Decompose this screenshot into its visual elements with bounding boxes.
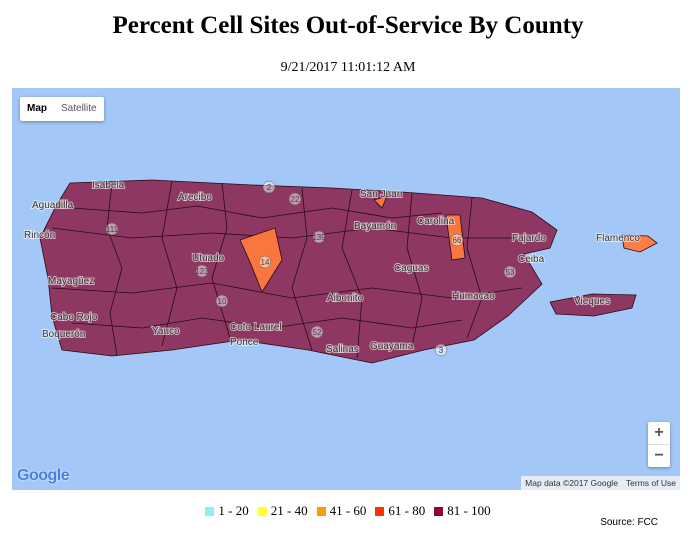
place-label: Vieques: [574, 296, 610, 307]
vieques: [549, 293, 637, 317]
county-lines: [466, 197, 483, 339]
road-shield: [450, 233, 464, 247]
road-shield: [262, 180, 276, 194]
place-label: Isabela: [92, 180, 125, 191]
road-number: 3: [439, 346, 444, 355]
road-number: 22: [291, 195, 300, 204]
road-number: 52: [313, 328, 322, 337]
legend-item: 41 - 60: [316, 503, 367, 519]
legend-swatch: [205, 506, 215, 516]
legend: 1 - 20 21 - 40 41 - 60 61 - 80 81 - 100: [0, 503, 696, 519]
terms-link[interactable]: Terms of Use: [625, 478, 676, 488]
road-number: 111: [106, 225, 119, 234]
legend-item: 21 - 40: [257, 503, 308, 519]
map[interactable]: Isabela Aguadilla Rincón Mayagüez Cabo Rojo B…: [12, 88, 680, 490]
place-label: Caguas: [394, 263, 428, 274]
road-shield: [434, 343, 448, 357]
zoom-control: + −: [648, 422, 670, 467]
legend-label: 1 - 20: [218, 503, 249, 518]
attribution: Map data ©2017 Google Terms of Use: [521, 476, 680, 490]
county-lines: [51, 282, 523, 299]
map-type-control: Map Satellite: [20, 97, 104, 121]
legend-label: 81 - 100: [447, 503, 491, 518]
road-shield: [258, 255, 272, 269]
satellite-button[interactable]: Satellite: [61, 103, 97, 114]
county-lines: [341, 189, 363, 359]
place-label: Boquerón: [42, 329, 85, 340]
place-label: Cabo Rojo: [50, 312, 98, 323]
county-lines: [211, 182, 231, 339]
road-number: 14: [261, 258, 270, 267]
legend-swatch: [257, 506, 267, 516]
county-lines: [71, 317, 463, 329]
zoom-in[interactable]: +: [654, 424, 664, 441]
place-label: Arecibo: [178, 192, 212, 203]
flamenco: [621, 234, 658, 253]
legend-swatch: [375, 506, 385, 516]
place-label: Salinas: [326, 344, 359, 355]
place-label: Bayamón: [354, 221, 396, 232]
road-number: 2: [267, 183, 272, 192]
place-label: Flamenco: [596, 233, 640, 244]
place-label: Aibonito: [327, 293, 364, 304]
place-label: Fajardo: [512, 233, 546, 244]
place-label: Yauco: [152, 326, 180, 337]
place-label: Ceiba: [518, 254, 545, 265]
road-shield: [310, 325, 324, 339]
timestamp: 9/21/2017 11:01:12 AM: [280, 60, 416, 75]
county-lines: [106, 182, 123, 357]
legend-label: 61 - 80: [388, 503, 426, 518]
road-shield: [312, 230, 326, 244]
legend-item: 81 - 100: [434, 503, 491, 519]
legend-swatch: [316, 506, 326, 516]
road-number: 10: [218, 297, 227, 306]
road-shield: [503, 265, 517, 279]
place-label: Coto Laurel: [230, 322, 282, 333]
place-label: Aguadilla: [32, 200, 74, 211]
place-label: Utuado: [192, 253, 225, 264]
place-label: Humacao: [452, 291, 495, 302]
legend-item: 61 - 80: [375, 503, 425, 519]
road-shield: [105, 222, 119, 236]
county-61-80: [373, 195, 388, 209]
legend-label: 21 - 40: [270, 503, 308, 518]
source: Source: FCC: [600, 517, 658, 528]
place-label: Mayagüez: [48, 276, 94, 287]
road-shield: [215, 294, 229, 308]
road-number: 53: [506, 268, 515, 277]
county-lines: [291, 187, 313, 351]
place-label: Carolina: [417, 216, 455, 227]
place-label: San Juan: [360, 189, 402, 200]
county-lines: [406, 192, 423, 347]
island: [39, 179, 558, 364]
legend-swatch: [434, 506, 444, 516]
road-shield: [195, 264, 209, 278]
map-canvas: Isabela Aguadilla Rincón Mayagüez Cabo Rojo B…: [23, 179, 658, 364]
road-shield: [288, 192, 302, 206]
place-label: Guayama: [370, 341, 414, 352]
legend-item: 1 - 20: [205, 503, 249, 519]
place-label: Ponce: [230, 337, 259, 348]
place-label: Rincón: [24, 230, 55, 241]
legend-label: 41 - 60: [329, 503, 367, 518]
road-number: 123: [195, 267, 209, 276]
map-button[interactable]: Map: [27, 103, 47, 114]
county-lines: [71, 205, 443, 219]
title: Percent Cell Sites Out-of-Service By Cou…: [112, 12, 584, 39]
zoom-out[interactable]: −: [648, 444, 670, 467]
map-data: Map data ©2017 Google: [525, 478, 618, 488]
google-logo[interactable]: Google: [17, 467, 70, 484]
road-number: 66: [453, 236, 462, 245]
road-number: 139: [312, 233, 326, 242]
